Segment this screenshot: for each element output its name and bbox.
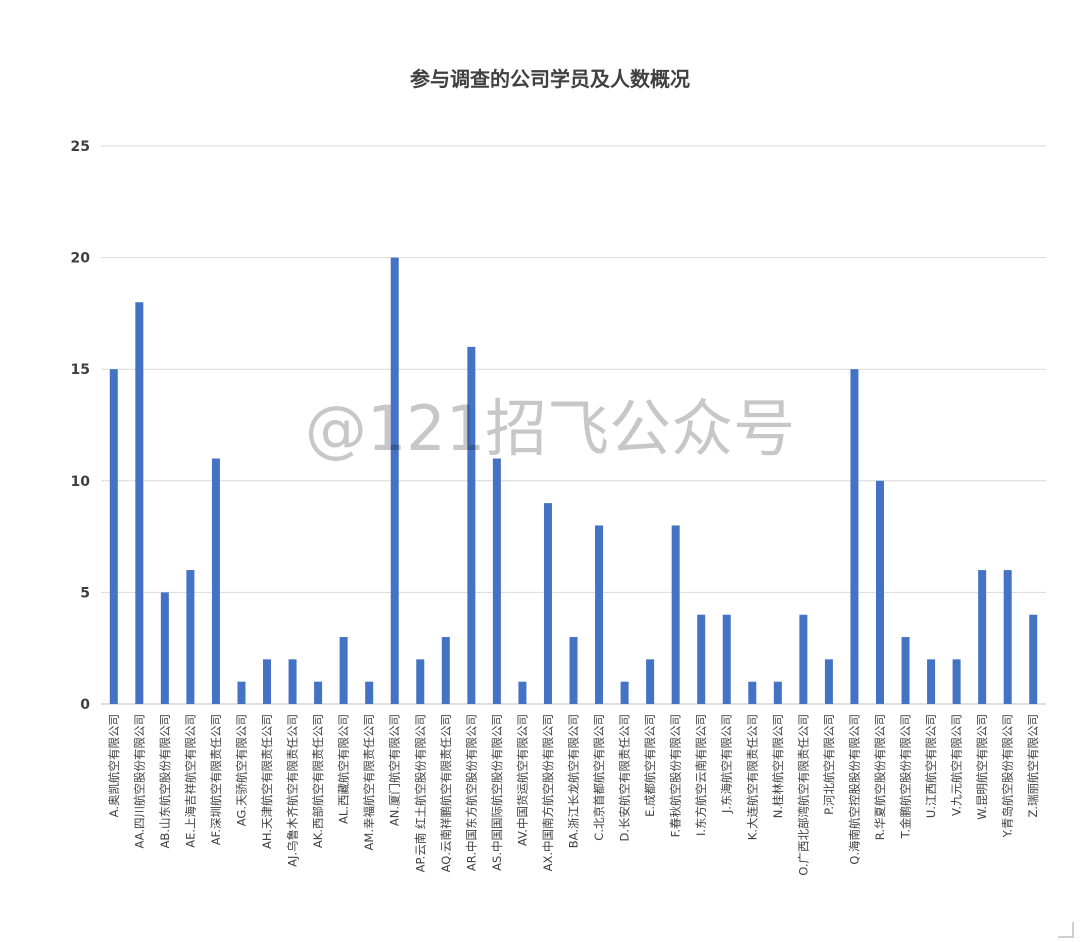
x-tick-label: Z.瑞丽航空有限公司 [1026, 714, 1040, 818]
bar [646, 659, 655, 704]
bar [543, 503, 552, 704]
x-tick-label: AA.四川航空股份有限公司 [132, 714, 146, 849]
x-tick-label: E.成都航空有限公司 [643, 714, 657, 817]
y-axis-tick-labels: 0 5 10 15 20 25 [71, 139, 91, 713]
x-tick-label: AE.上海吉祥航空有限公司 [183, 714, 197, 848]
x-tick-label: C.北京首都航空有限公司 [592, 714, 606, 841]
bar [339, 637, 348, 704]
bar [773, 681, 782, 704]
x-tick-label: U.江西航空有限公司 [924, 714, 938, 818]
bar [365, 681, 374, 704]
bar [263, 659, 272, 704]
x-tick-label: A.奥凯航空有限公司 [107, 714, 121, 817]
x-tick-label: R.华夏航空股份有限公司 [873, 714, 887, 840]
x-tick-label: BA.浙江长龙航空有限公司 [567, 714, 581, 848]
bar [518, 681, 527, 704]
bar [850, 369, 859, 704]
x-tick-label: I.东方航空云南有限公司 [694, 714, 708, 836]
x-tick-label: AV.中国货运航空有限公司 [515, 714, 529, 846]
x-tick-label: AP.云南 红土航空股份有限公司 [413, 714, 427, 872]
y-tick-label: 20 [71, 251, 91, 267]
bar [1003, 570, 1012, 704]
bar [748, 681, 757, 704]
bar [875, 480, 884, 704]
bar [569, 637, 578, 704]
y-tick-label: 0 [80, 697, 90, 713]
bar [722, 614, 731, 704]
x-tick-label: AN.厦门航空有限公司 [388, 714, 402, 826]
bar [160, 592, 169, 704]
x-tick-label: J.东海航空有限公司 [720, 714, 734, 814]
x-tick-label: AR.中国东方航空股份有限公司 [464, 714, 478, 871]
bar [314, 681, 323, 704]
bar [824, 659, 833, 704]
bar [799, 614, 808, 704]
x-tick-label: AG.天骄航空有限公司 [234, 714, 248, 826]
watermark-text: @121招飞公众号 [305, 392, 795, 465]
bar [237, 681, 246, 704]
x-tick-label: K.大连航空有限责任公司 [745, 714, 759, 840]
bar [595, 525, 604, 704]
y-tick-label: 5 [80, 585, 90, 601]
bar [211, 458, 220, 704]
bar [978, 570, 987, 704]
x-tick-label: AB.山东航空股份有限公司 [158, 714, 172, 848]
x-tick-label: P.河北航空有限公司 [822, 714, 836, 815]
x-tick-label: F.春秋航空股份有限公司 [669, 714, 683, 837]
bar [1029, 614, 1038, 704]
x-tick-label: AX.中国南方航空股份有限公司 [541, 714, 555, 871]
bar [492, 458, 501, 704]
y-tick-label: 10 [71, 474, 91, 490]
bar [620, 681, 629, 704]
bar [467, 346, 476, 704]
x-tick-label: AM.幸福航空有限责任公司 [362, 714, 376, 850]
bar [288, 659, 297, 704]
bar [952, 659, 961, 704]
y-tick-label: 25 [71, 139, 90, 155]
x-tick-label: AS.中国国际航空股份有限公司 [490, 714, 504, 871]
x-tick-label: V.九元航空有限公司 [950, 714, 964, 816]
x-tick-label: Y.青岛航空股份有限公司 [1001, 714, 1015, 838]
x-tick-label: T.金鹏航空股份有限公司 [899, 714, 913, 839]
bar [901, 637, 910, 704]
x-tick-label: W.昆明航空有限公司 [975, 714, 989, 820]
x-tick-label: D.长安航空有限责任公司 [618, 714, 632, 842]
x-tick-label: O.广西北部湾航空有限责任公司 [796, 714, 810, 876]
x-tick-label: AL.西藏航空有限公司 [337, 714, 351, 824]
x-tick-label: AJ.乌鲁木齐航空有限责任公司 [286, 714, 300, 867]
x-tick-label: AK.西部航空有限责任公司 [311, 714, 325, 848]
chart-title: 参与调查的公司学员及人数概况 [410, 67, 690, 91]
bar [697, 614, 706, 704]
x-axis-tick-labels: A.奥凯航空有限公司 AA.四川航空股份有限公司 AB.山东航空股份有限公司 AE.上… [107, 714, 1040, 876]
x-tick-label: AH.天津航空有限责任公司 [260, 714, 274, 849]
bar [416, 659, 425, 704]
bar [927, 659, 936, 704]
x-tick-label: Q.海南航空控股股份有限公司 [847, 714, 861, 865]
bars [109, 257, 1038, 704]
y-tick-label: 15 [71, 362, 90, 378]
x-tick-label: AF.深圳航空有限责任公司 [209, 714, 223, 845]
resize-corner-icon [1058, 922, 1074, 938]
bar [390, 257, 399, 704]
x-tick-label: N.桂林航空有限公司 [771, 714, 785, 818]
x-tick-label: AQ.云南祥鹏航空有限责任公司 [439, 714, 453, 872]
gridlines [101, 145, 1046, 705]
bar [671, 525, 680, 704]
bar [109, 369, 118, 704]
bar [135, 302, 144, 704]
bar [441, 637, 450, 704]
bar [186, 570, 195, 704]
